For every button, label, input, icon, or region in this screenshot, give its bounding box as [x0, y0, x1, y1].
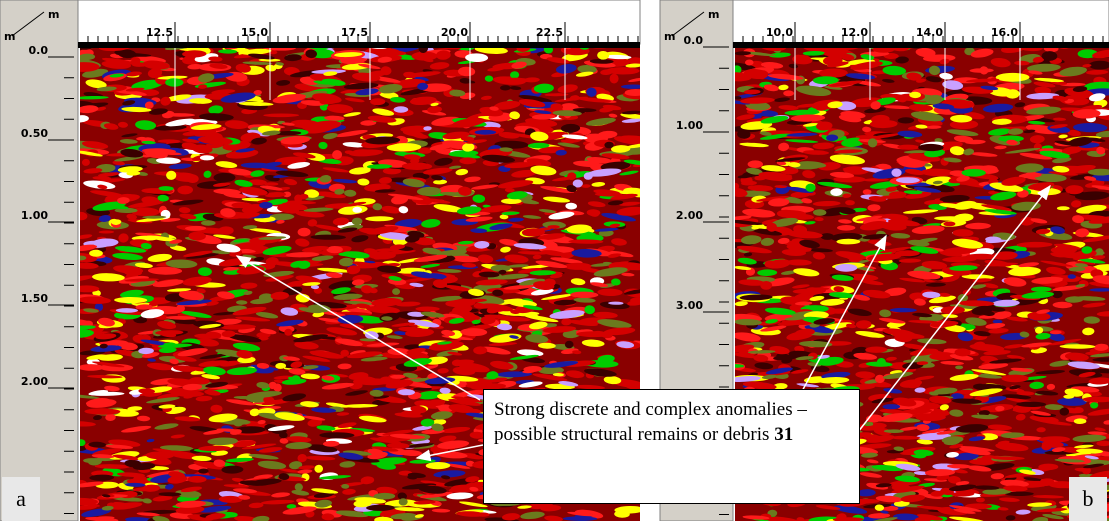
texture-blob [1074, 418, 1087, 424]
texture-blob [394, 106, 409, 112]
y-tick-label: 2.00 [21, 375, 48, 388]
texture-blob [915, 413, 945, 421]
ruler-band [733, 42, 1109, 48]
y-tick-label: 2.00 [676, 209, 703, 222]
y-unit: m [664, 30, 675, 43]
texture-blob [1065, 185, 1083, 194]
x-tick-label: 15.0 [241, 26, 268, 39]
annotation-text: Strong discrete and complex anomalies – … [494, 399, 807, 445]
x-tick-label: 17.5 [341, 26, 368, 39]
x-tick-label: 20.0 [441, 26, 468, 39]
annotation-number: 31 [774, 424, 793, 445]
texture-blob [955, 366, 963, 370]
y-tick-label: 1.50 [21, 292, 48, 305]
annotation-box: Strong discrete and complex anomalies – … [483, 389, 860, 504]
x-tick-label: 16.0 [991, 26, 1018, 39]
panel-label: b [1069, 477, 1107, 521]
x-tick-label: 12.0 [841, 26, 868, 39]
y-tick-label: 1.00 [21, 209, 48, 222]
texture-blob [837, 225, 855, 231]
y-unit: m [4, 30, 15, 43]
texture-blob [993, 320, 1003, 324]
x-tick-label: 10.0 [766, 26, 793, 39]
texture-blob [760, 281, 772, 290]
texture-blob [89, 250, 103, 257]
texture-blob [214, 173, 236, 182]
y-tick-label: 1.00 [676, 119, 703, 132]
texture-blob [415, 306, 439, 311]
y-tick-label: 0.0 [29, 44, 49, 57]
texture-blob [621, 84, 645, 88]
ruler-band [78, 42, 640, 48]
texture-blob [284, 329, 292, 336]
y-tick-label: 3.00 [676, 299, 703, 312]
y-tick-label: 0.0 [684, 34, 704, 47]
x-tick-label: 14.0 [916, 26, 943, 39]
x-unit: m [708, 8, 719, 21]
texture-blob [835, 264, 857, 272]
x-tick-label: 12.5 [146, 26, 173, 39]
texture-blob [264, 182, 278, 186]
texture-blob [501, 198, 522, 204]
panel-label: a [2, 477, 40, 521]
texture-blob [411, 52, 437, 61]
x-unit: m [48, 8, 59, 21]
texture-blob [748, 160, 763, 168]
x-tick-label: 22.5 [536, 26, 563, 39]
y-tick-label: 0.50 [21, 127, 48, 140]
texture-blob [610, 74, 619, 84]
